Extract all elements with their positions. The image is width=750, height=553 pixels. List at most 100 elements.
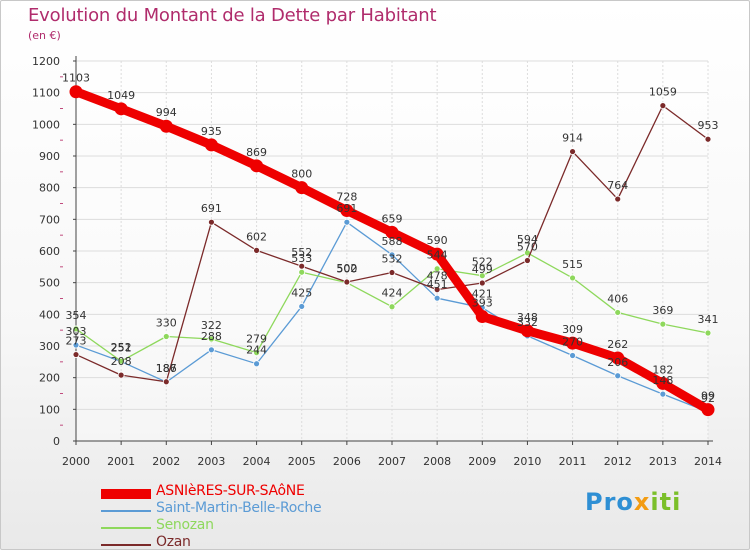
data-point [162, 378, 170, 386]
series-ozan [72, 102, 712, 386]
data-label: 186 [156, 362, 177, 375]
data-point [478, 272, 486, 280]
data-point [343, 278, 351, 286]
legend-swatch [101, 510, 151, 512]
data-label: 273 [66, 335, 87, 348]
y-tick-label: 900 [39, 150, 60, 163]
data-label: 728 [336, 190, 357, 203]
data-label: 99 [701, 390, 715, 403]
data-label: 270 [562, 336, 583, 349]
data-label: 251 [111, 342, 132, 355]
data-label: 92 [701, 392, 715, 405]
legend-label: Ozan [156, 534, 191, 550]
data-label: 332 [517, 316, 538, 329]
x-tick-label: 2006 [333, 455, 361, 468]
data-point [566, 336, 580, 350]
x-tick-label: 2002 [152, 455, 180, 468]
data-point [253, 349, 260, 357]
legend-label: Senozan [156, 517, 214, 533]
y-tick-label: 200 [39, 372, 60, 385]
x-tick-label: 2010 [513, 455, 541, 468]
data-label: 994 [156, 106, 177, 119]
y-tick-label: 400 [39, 308, 60, 321]
data-point [208, 218, 215, 226]
data-label: 764 [607, 179, 628, 192]
data-point [433, 265, 441, 273]
x-tick-label: 2004 [243, 455, 271, 468]
data-label: 424 [382, 287, 403, 300]
x-tick-label: 2007 [378, 455, 406, 468]
data-label: 309 [562, 323, 583, 336]
data-label: 393 [472, 297, 493, 310]
data-label: 348 [517, 311, 538, 324]
data-label: 499 [472, 263, 493, 276]
data-point [114, 102, 128, 116]
data-label: 187 [156, 362, 177, 375]
data-label: 206 [607, 356, 628, 369]
data-point [701, 403, 715, 417]
data-label: 303 [66, 325, 87, 338]
data-label: 935 [201, 125, 222, 138]
data-label: 288 [201, 330, 222, 343]
chart-subtitle: (en €) [28, 29, 61, 42]
data-label: 659 [382, 212, 403, 225]
x-tick-label: 2005 [288, 455, 316, 468]
data-point [524, 257, 531, 264]
data-point [72, 351, 80, 358]
data-label: 570 [517, 241, 538, 254]
data-point [659, 320, 667, 328]
data-label: 522 [472, 256, 493, 269]
data-label: 590 [427, 234, 448, 247]
x-tick-label: 2001 [107, 455, 135, 468]
data-label: 1103 [62, 72, 90, 85]
legend-label: Saint-Martin-Belle-Roche [156, 500, 322, 516]
data-point [704, 135, 712, 143]
data-label: 421 [472, 288, 493, 301]
data-label: 515 [562, 258, 583, 271]
y-tick-label: 600 [39, 245, 60, 258]
data-label: 800 [291, 168, 312, 181]
data-point [250, 159, 264, 173]
data-point [656, 376, 670, 390]
data-point [478, 279, 486, 287]
data-point [388, 251, 396, 259]
data-label: 330 [156, 317, 177, 330]
data-label: 953 [698, 119, 719, 132]
data-point [388, 303, 396, 311]
data-point [72, 325, 80, 333]
data-point [433, 286, 441, 294]
y-tick-label: 300 [39, 340, 60, 353]
data-point [117, 371, 125, 379]
data-label: 354 [66, 309, 87, 322]
x-tick-label: 2008 [423, 455, 451, 468]
data-point [385, 225, 399, 239]
data-label: 322 [201, 319, 222, 332]
y-tick-label: 1100 [32, 87, 60, 100]
x-tick-label: 2000 [62, 455, 90, 468]
y-tick-label: 700 [39, 213, 60, 226]
data-label: 691 [336, 202, 357, 215]
data-label: 406 [607, 292, 628, 305]
series-asni-res-sur-sa-ne [69, 85, 715, 417]
x-tick-label: 2012 [604, 455, 632, 468]
legend-swatch [101, 489, 151, 499]
data-label: 552 [291, 246, 312, 259]
data-label: 1049 [107, 89, 135, 102]
data-point [659, 102, 667, 110]
data-label: 262 [607, 338, 628, 351]
data-label: 544 [427, 249, 448, 262]
data-label: 425 [291, 286, 312, 299]
data-label: 500 [336, 263, 357, 276]
y-tick-label: 500 [39, 277, 60, 290]
y-tick-label: 800 [39, 182, 60, 195]
data-label: 502 [336, 262, 357, 275]
data-point [253, 360, 260, 368]
data-point [162, 333, 170, 340]
data-point [208, 346, 215, 354]
data-point [72, 341, 80, 349]
data-label: 208 [111, 355, 132, 368]
x-tick-label: 2011 [559, 455, 587, 468]
data-point [69, 85, 83, 99]
